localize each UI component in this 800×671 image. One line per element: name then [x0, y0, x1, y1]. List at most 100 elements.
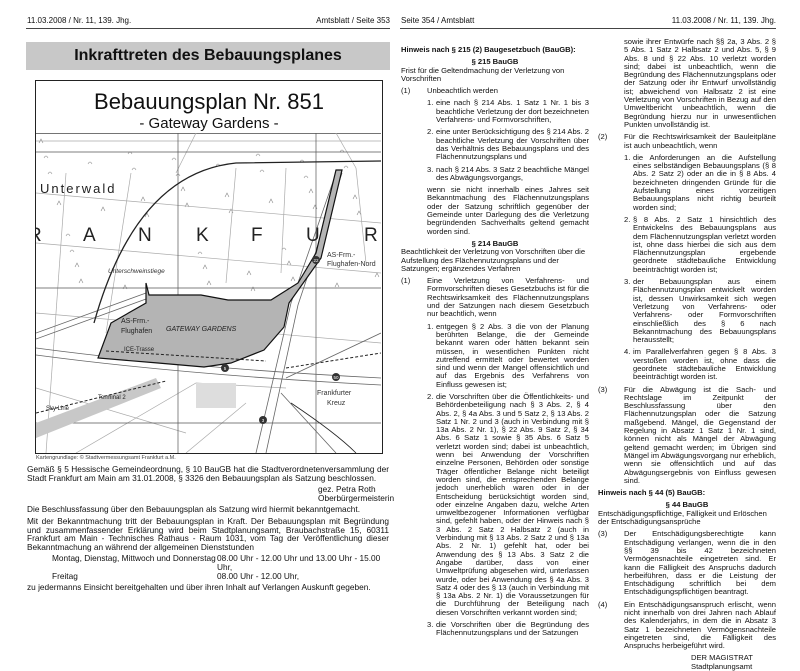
inspection-text: Mit der Bekanntmachung tritt der Bebauun… — [27, 515, 389, 552]
forest-symbol-icon — [131, 167, 137, 171]
label-sky-line: Sky Line — [46, 406, 70, 412]
map-caption: Kartengrundlage: © Stadtvermessungsamt F… — [36, 455, 176, 461]
boundary-curve — [93, 160, 381, 324]
para-text: sowie ihrer Entwürfe nach §§ 2a, 3 Abs. … — [624, 37, 776, 129]
left-page-text: Gemäß § 5 Hessische Gemeindeordnung, § 1… — [27, 464, 394, 593]
list-item: die Vorschriften über die Begründung des… — [436, 620, 589, 638]
label-frankfurt-letter: K — [196, 225, 209, 246]
item-number: 1. — [624, 152, 631, 162]
label-as-flughafen-2: Flughafen — [121, 328, 152, 335]
para-number: (2) — [598, 132, 608, 142]
forest-symbol-icon — [286, 260, 292, 266]
para-number: (3) — [598, 529, 608, 539]
list-item: der Bebauungsplan aus einem Flächennutzu… — [633, 277, 776, 345]
label-unterschweinstiege: Unterschweinstiege — [108, 268, 165, 275]
hours-time-1: 08.00 Uhr - 12.00 Uhr und 13.00 Uhr - 15… — [217, 553, 381, 572]
marker-5: 5 — [224, 366, 227, 371]
header-rule — [26, 28, 390, 29]
announcement-text: Die Beschlussfassung über den Bebauungsp… — [27, 504, 360, 515]
resolution-text: Gemäß § 5 Hessische Gemeindeordnung, § 1… — [27, 464, 389, 483]
marker-3: 3 — [262, 418, 265, 423]
section-215-subtitle: Frist für die Geltendmachung der Verletz… — [401, 65, 565, 83]
label-as-flughafen-1: AS-Frm.- — [121, 318, 150, 325]
page-title: Inkrafttreten des Bebauungsplanes — [26, 42, 390, 70]
section-215-title: § 215 BauGB — [471, 57, 519, 67]
list-item: die Vorschriften über die Öffentlichkeit… — [436, 391, 589, 617]
plan-area — [97, 169, 343, 368]
label-kreuz-2: Kreuz — [327, 400, 346, 407]
signature-magistrat: DER MAGISTRAT — [691, 653, 753, 663]
forest-symbol-icon — [356, 210, 362, 216]
forest-symbol-icon — [352, 194, 358, 200]
list-item: nach § 214 Abs. 3 Satz 2 beachtliche Män… — [436, 164, 589, 182]
para-text: Für die Rechtswirksamkeit der Bauleitplä… — [624, 132, 776, 150]
para-number: (4) — [598, 599, 608, 609]
label-frankfurt-letter: F — [251, 225, 263, 246]
forest-symbol-icon — [312, 204, 318, 210]
column-2: sowie ihrer Entwürfe nach §§ 2a, 3 Abs. … — [598, 37, 776, 671]
para-text: Ein Entschädigungsanspruch erlischt, wen… — [624, 599, 776, 651]
hours-days-1: Montag, Dienstag, Mittwoch und Donnersta… — [52, 553, 216, 564]
list-item: § 8 Abs. 2 Satz 1 hinsichtlich des Entwi… — [633, 214, 776, 274]
forest-symbol-icon — [303, 175, 309, 179]
para-number: (1) — [401, 276, 411, 286]
heading-44: Hinweis nach § 44 (5) BauGB: — [598, 488, 706, 498]
closing-text: zu jedermanns Einsicht bereitgehalten un… — [27, 582, 371, 593]
item-number: 3. — [427, 164, 434, 174]
header-page-right: Seite 354 / Amtsblatt — [401, 16, 475, 25]
section-214-title: § 214 BauGB — [471, 238, 519, 248]
item-number: 3. — [624, 277, 631, 287]
forest-symbol-icon — [69, 249, 75, 253]
header-date-right: 11.03.2008 / Nr. 11, 139. Jhg. — [671, 16, 776, 25]
hours-days-2: Freitag — [52, 570, 78, 581]
signature-name: gez. Petra Roth — [318, 484, 376, 495]
label-frankfurt-letter: N — [138, 225, 152, 246]
signature-office: Stadtplanungsamt — [691, 661, 753, 671]
item-number: 1. — [427, 321, 434, 331]
forest-symbol-icon — [140, 196, 146, 202]
para-text: Für die Abwägung ist die Sach- und Recht… — [624, 384, 776, 485]
item-number: 3. — [427, 620, 434, 629]
map-subtitle: - Gateway Gardens - — [139, 115, 279, 132]
item-number: 1. — [427, 98, 434, 108]
para-text: Unbeachtlich werden — [427, 86, 498, 96]
label-frankfurt-letter: R — [36, 225, 42, 246]
forest-symbol-icon — [299, 159, 305, 163]
forest-symbol-icon — [171, 157, 177, 161]
section-214-subtitle: Beachtlichkeit der Verletzung von Vorsch… — [401, 247, 586, 273]
list-item: entgegen § 2 Abs. 3 die von der Planung … — [436, 321, 589, 389]
forest-symbol-icon — [65, 233, 71, 237]
forest-symbol-icon — [202, 264, 208, 270]
forest-symbol-icon — [47, 171, 53, 175]
label-unterwald: Unterwald — [40, 181, 117, 196]
hours-time-2: 08.00 Uhr - 12.00 Uhr, — [217, 570, 300, 581]
heading-215: Hinweis nach § 215 (2) Baugesetzbuch (Ba… — [401, 45, 576, 54]
label-as-nord-1: AS-Frm.- — [327, 252, 356, 259]
header-date: 11.03.2008 / Nr. 11, 139. Jhg. — [27, 16, 132, 25]
marker-50: 50 — [333, 375, 339, 380]
list-item: im Parallelverfahren gegen § 8 Abs. 3 ve… — [633, 347, 776, 382]
header-page: Amtsblatt / Seite 353 — [316, 16, 390, 25]
forest-symbol-icon — [255, 153, 261, 157]
terminal-area — [36, 378, 161, 438]
para-text: wenn sie nicht innerhalb eines Jahres se… — [427, 185, 589, 236]
label-frankfurt-letter: U — [306, 225, 320, 246]
label-as-nord-2: Flughafen-Nord — [327, 261, 376, 268]
header-rule-right — [400, 28, 776, 29]
forest-symbol-icon — [38, 138, 44, 144]
item-number: 4. — [624, 347, 631, 357]
map-image: Unterwald R A N K F U R Unterschweinstie… — [36, 133, 381, 453]
list-item: die Anforderungen an die Aufstellung ein… — [633, 152, 776, 212]
para-text: Eine Verletzung von Verfahrens- und Form… — [427, 276, 589, 319]
forest-symbol-icon — [290, 276, 296, 282]
map-title: Bebauungsplan Nr. 851 — [94, 89, 324, 114]
forest-symbol-icon — [74, 262, 80, 268]
forest-symbol-icon — [308, 188, 314, 194]
forest-symbol-icon — [100, 206, 106, 212]
label-frankfurt-letter: R — [364, 225, 378, 246]
forest-symbol-icon — [259, 169, 265, 173]
section-44-title: § 44 BauGB — [665, 500, 709, 510]
item-number: 2. — [427, 391, 434, 401]
para-number: (1) — [401, 86, 411, 96]
forest-symbol-icon — [268, 198, 274, 204]
